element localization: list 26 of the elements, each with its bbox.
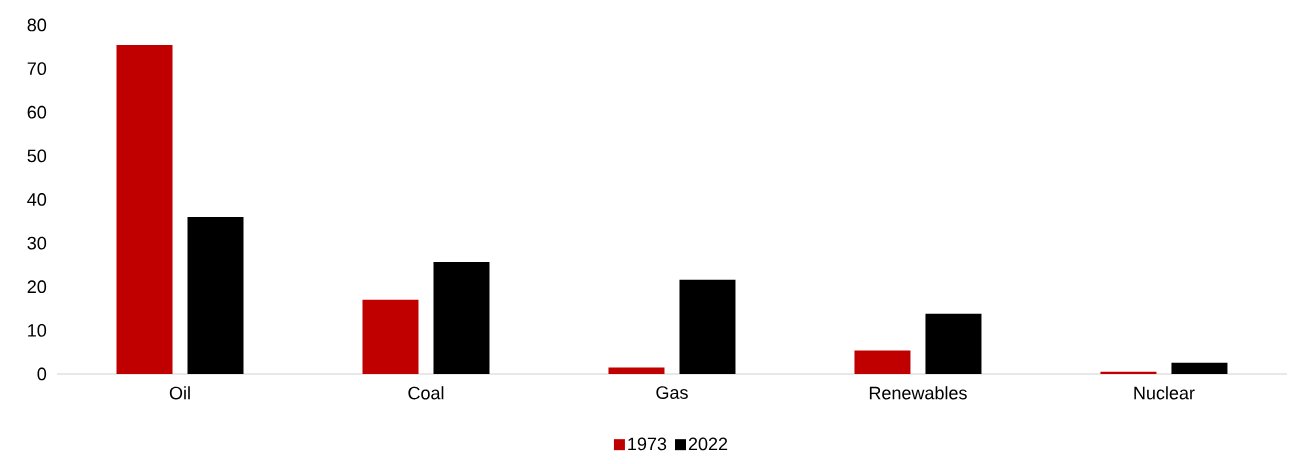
y-tick-label: 40	[27, 193, 47, 206]
bar	[854, 350, 911, 374]
bar	[362, 299, 419, 374]
y-tick-label: 20	[27, 280, 47, 294]
bar	[116, 45, 173, 374]
x-tick-label: Oil	[169, 386, 190, 400]
legend-label: 2022	[688, 437, 728, 451]
legend-label: 1973	[628, 437, 667, 451]
y-tick-label: 10	[28, 323, 47, 337]
y-tick-label: 50	[27, 149, 47, 163]
bar	[1171, 362, 1228, 374]
y-tick-label: 80	[27, 18, 47, 32]
y-tick-label: 30	[27, 236, 47, 250]
bar	[433, 261, 490, 374]
y-tick-label: 0	[37, 367, 47, 381]
x-tick-label: Gas	[656, 386, 688, 399]
y-tick-label: 70	[27, 62, 47, 75]
x-tick-label: Coal	[408, 386, 444, 400]
bar	[925, 313, 982, 374]
bar	[187, 216, 244, 374]
bar	[1100, 371, 1157, 374]
y-tick-label: 60	[27, 105, 47, 119]
bar	[679, 279, 736, 374]
x-tick-label: Nuclear	[1134, 386, 1195, 400]
x-tick-label: Renewables	[869, 386, 967, 400]
bar	[608, 367, 665, 374]
